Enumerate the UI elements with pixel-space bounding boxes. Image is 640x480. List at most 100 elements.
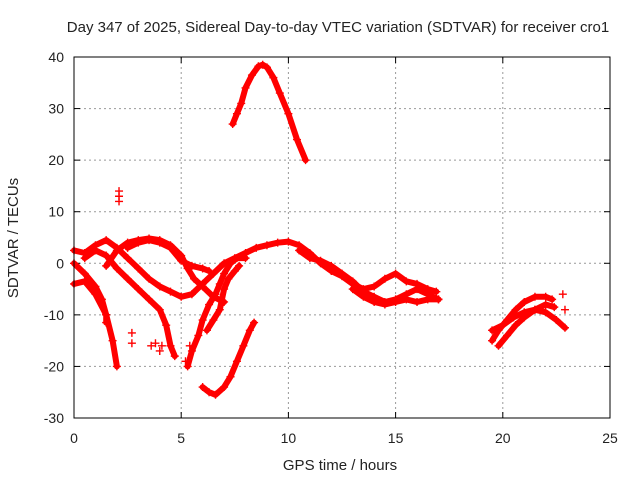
data-point bbox=[145, 295, 154, 304]
data-point bbox=[220, 269, 229, 278]
data-point bbox=[295, 246, 304, 255]
data-point bbox=[127, 328, 136, 337]
data-point bbox=[115, 187, 124, 196]
data-point bbox=[245, 326, 254, 335]
data-point bbox=[151, 339, 160, 348]
series-track-9 bbox=[198, 318, 259, 399]
data-point bbox=[541, 308, 550, 317]
data-point bbox=[284, 109, 293, 118]
data-point bbox=[166, 243, 175, 252]
data-point bbox=[327, 261, 336, 270]
data-point bbox=[155, 346, 164, 355]
series-track-4 bbox=[80, 246, 179, 361]
data-point bbox=[550, 303, 559, 312]
series-track-8 bbox=[202, 261, 244, 335]
data-point bbox=[102, 251, 111, 260]
data-point bbox=[370, 282, 379, 291]
data-point bbox=[241, 254, 250, 263]
data-point bbox=[509, 313, 518, 322]
series-scatter-marks bbox=[115, 187, 569, 366]
y-tick-label: 0 bbox=[56, 255, 64, 271]
data-point bbox=[226, 372, 235, 381]
data-point bbox=[541, 292, 550, 301]
data-point bbox=[292, 135, 301, 144]
y-tick-label: 20 bbox=[48, 152, 64, 168]
y-tick-label: -20 bbox=[44, 358, 64, 374]
data-point bbox=[413, 297, 422, 306]
data-point bbox=[237, 99, 246, 108]
data-point bbox=[115, 197, 124, 206]
data-point bbox=[275, 89, 284, 98]
data-point bbox=[155, 282, 164, 291]
data-point bbox=[503, 331, 512, 340]
data-point bbox=[232, 254, 241, 263]
data-point bbox=[434, 295, 443, 304]
data-point bbox=[230, 267, 239, 276]
data-point bbox=[220, 383, 229, 392]
data-point bbox=[284, 237, 293, 246]
data-point bbox=[102, 261, 111, 270]
data-point bbox=[194, 331, 203, 340]
data-point bbox=[198, 264, 207, 273]
data-point bbox=[541, 300, 550, 309]
data-point bbox=[252, 243, 261, 252]
data-point bbox=[305, 254, 314, 263]
data-point bbox=[224, 274, 233, 283]
data-point bbox=[511, 305, 520, 314]
data-point bbox=[147, 341, 156, 350]
data-point bbox=[247, 71, 256, 80]
data-point bbox=[177, 256, 186, 265]
y-axis-label: SDTVAR / TECUs bbox=[5, 178, 22, 298]
data-point bbox=[560, 305, 569, 314]
data-point bbox=[187, 261, 196, 270]
series-track-15 bbox=[494, 300, 559, 350]
data-point bbox=[391, 297, 400, 306]
series-track-12 bbox=[348, 285, 443, 309]
data-point bbox=[155, 305, 164, 314]
data-point bbox=[380, 300, 389, 309]
data-point bbox=[269, 73, 278, 82]
data-point bbox=[190, 274, 199, 283]
data-point bbox=[413, 285, 422, 294]
data-point bbox=[205, 300, 214, 309]
data-series bbox=[70, 60, 569, 399]
data-point bbox=[145, 236, 154, 245]
data-point bbox=[241, 83, 250, 92]
data-point bbox=[80, 269, 89, 278]
data-point bbox=[91, 246, 100, 255]
data-point bbox=[185, 341, 194, 350]
x-tick-label: 15 bbox=[388, 430, 404, 446]
data-point bbox=[123, 243, 132, 252]
data-point bbox=[205, 388, 214, 397]
data-point bbox=[134, 238, 143, 247]
data-point bbox=[548, 295, 557, 304]
x-tick-label: 25 bbox=[602, 430, 618, 446]
data-point bbox=[181, 357, 190, 366]
data-point bbox=[250, 318, 259, 327]
data-point bbox=[530, 305, 539, 314]
data-point bbox=[235, 261, 244, 270]
data-point bbox=[102, 310, 111, 319]
data-point bbox=[123, 274, 132, 283]
y-tick-label: -10 bbox=[44, 307, 64, 323]
data-point bbox=[162, 321, 171, 330]
y-tick-label: 40 bbox=[48, 49, 64, 65]
data-point bbox=[80, 254, 89, 263]
y-tick-label: -30 bbox=[44, 410, 64, 426]
data-point bbox=[215, 279, 224, 288]
y-tick-label: 10 bbox=[48, 204, 64, 220]
data-point bbox=[520, 313, 529, 322]
data-point bbox=[494, 341, 503, 350]
data-point bbox=[232, 357, 241, 366]
series-track-7 bbox=[183, 254, 250, 371]
data-point bbox=[198, 282, 207, 291]
data-point bbox=[198, 316, 207, 325]
data-point bbox=[102, 236, 111, 245]
data-point bbox=[232, 109, 241, 118]
data-point bbox=[560, 323, 569, 332]
x-tick-label: 20 bbox=[495, 430, 511, 446]
data-point bbox=[301, 156, 310, 165]
data-point bbox=[166, 287, 175, 296]
data-point bbox=[155, 238, 164, 247]
